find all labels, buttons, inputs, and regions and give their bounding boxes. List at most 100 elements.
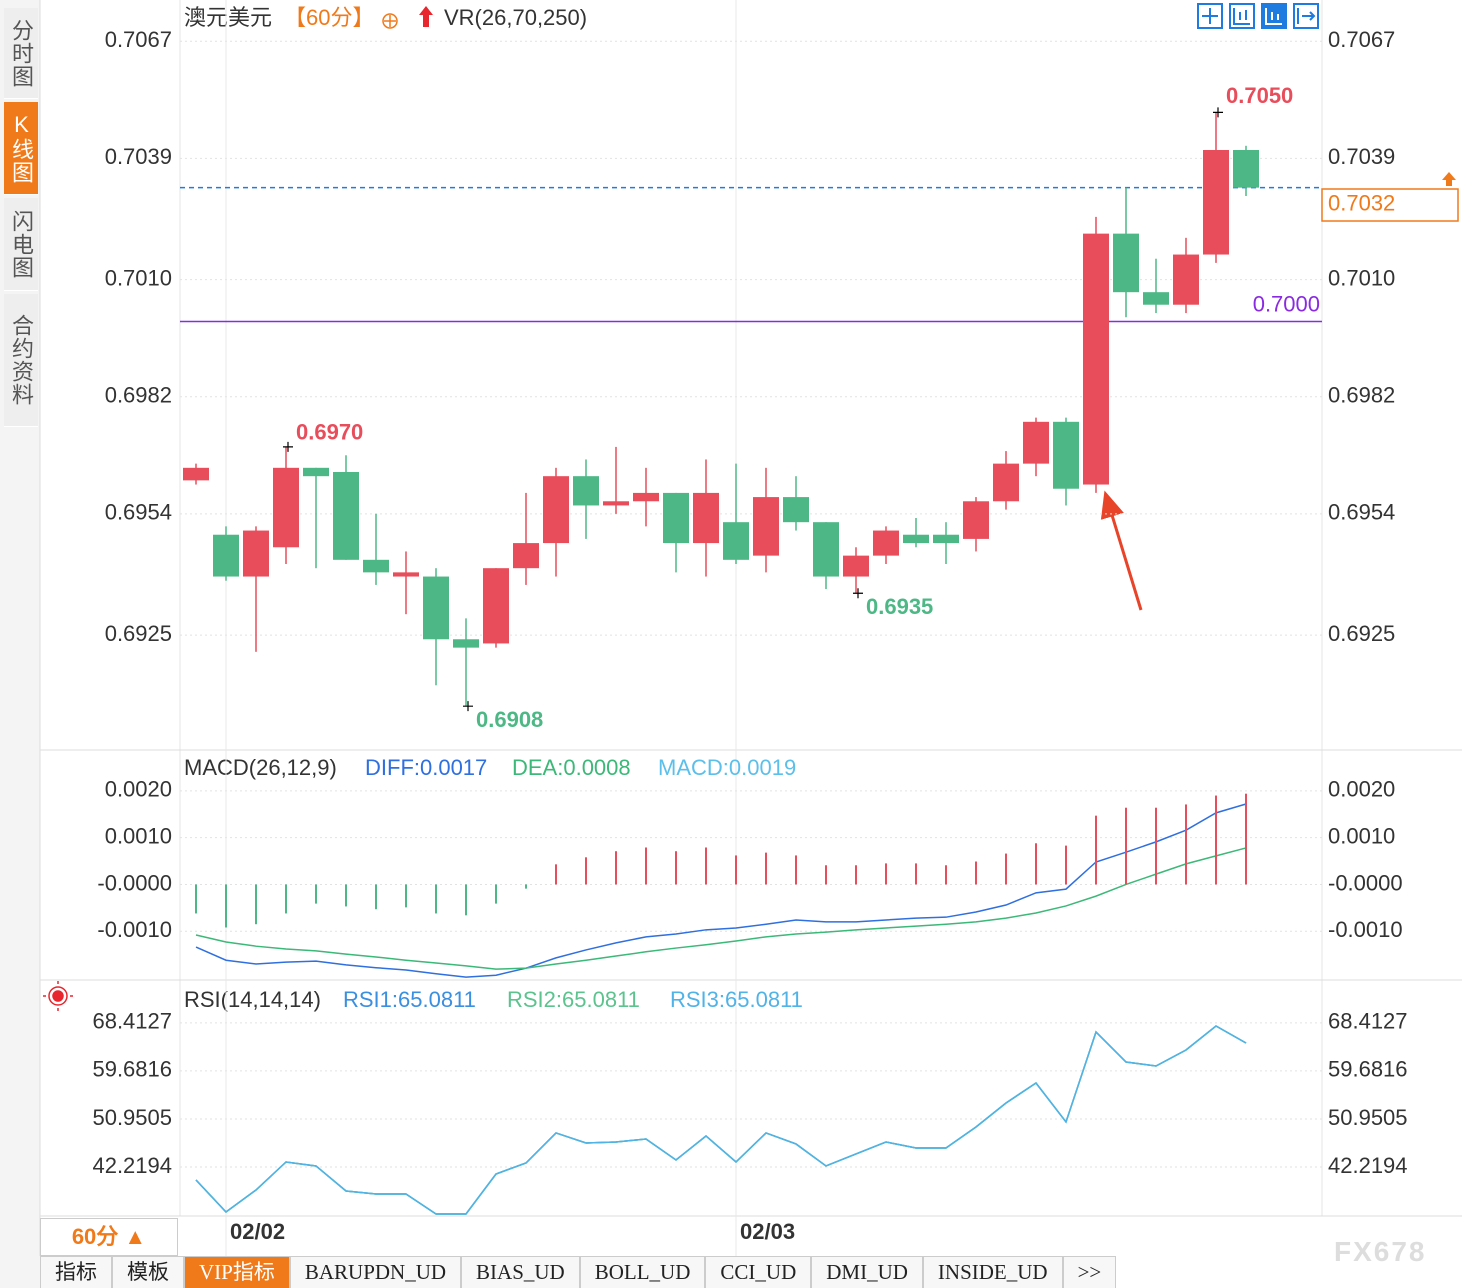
annotation: 0.7050: [1226, 83, 1293, 108]
candle-body: [693, 492, 719, 544]
icon: [382, 13, 398, 29]
candle-body: [573, 476, 599, 506]
candle-body: [843, 555, 869, 577]
annotation: 0.6935: [866, 594, 933, 619]
legend-entry: RSI1:65.0811: [343, 987, 476, 1012]
candle-body: [993, 463, 1019, 502]
y-tick-label-right: 0.7039: [1328, 144, 1395, 169]
panel-title: RSI(14,14,14): [184, 987, 321, 1012]
indicator: VR(26,70,250): [444, 5, 587, 30]
y-tick-label: 0.7067: [105, 27, 172, 52]
y-tick-label: 0.0010: [105, 823, 172, 848]
y-tick-label: -0.0010: [97, 917, 172, 942]
annotation-marker: [283, 441, 293, 452]
candle-body: [1233, 150, 1259, 188]
rsi-icon: [43, 981, 73, 1011]
icon: [52, 990, 64, 1002]
y-tick-label-right: 59.6816: [1328, 1057, 1408, 1082]
y-tick-label-right: 0.6925: [1328, 621, 1395, 646]
chart-title: 澳元美元: [184, 5, 272, 30]
sidebar-tab[interactable]: 合约资料: [4, 294, 38, 427]
y-tick-label: -0.0000: [97, 870, 172, 895]
y-tick-label: 0.6954: [105, 500, 172, 525]
tab[interactable]: BOLL_UD: [579, 1256, 706, 1288]
sidebar-tab[interactable]: 闪电图: [4, 198, 38, 291]
candle-body: [663, 492, 689, 544]
vr-icon: [419, 6, 433, 27]
y-tick-label-right: 50.9505: [1328, 1105, 1408, 1130]
y-tick-label-right: 0.0020: [1328, 777, 1395, 802]
panel-title: MACD(26,12,9): [184, 755, 337, 780]
toolbar-icons[interactable]: [1197, 3, 1319, 29]
y-tick-label: 0.6982: [105, 383, 172, 408]
legend-entry: MACD:0.0019: [658, 755, 796, 780]
icon: [1202, 8, 1218, 24]
sidebar-tab[interactable]: 分时图: [4, 8, 38, 99]
candle-body: [303, 467, 329, 477]
y-tick-label-right: -0.0000: [1328, 870, 1403, 895]
price-box: [1321, 188, 1459, 222]
y-tick-label-right: 0.6982: [1328, 383, 1395, 408]
candle-body: [423, 576, 449, 640]
candle-body: [513, 543, 539, 569]
icon-button[interactable]: [1293, 3, 1319, 29]
y-tick-label: 59.6816: [92, 1057, 172, 1082]
bottom-tabs: 指标 模板 VIP指标 BARUPDN_UD BIAS_UD BOLL_UD CCI_UD D…: [40, 1256, 1117, 1288]
tab[interactable]: 模板: [112, 1256, 184, 1288]
icon: [48, 986, 68, 1006]
price-label: 0.7000: [1253, 291, 1320, 316]
candle-body: [243, 530, 269, 577]
period-selector[interactable]: 60分 ▲: [40, 1218, 178, 1256]
legend-entry: DEA:0.0008: [512, 755, 631, 780]
candle-body: [1083, 233, 1109, 485]
icon: [1297, 8, 1316, 24]
candle-body: [543, 476, 569, 544]
annotation: 0.6908: [476, 707, 543, 732]
legend-entry: RSI2:65.0811: [507, 987, 640, 1012]
tab[interactable]: CCI_UD: [705, 1256, 812, 1288]
tab[interactable]: 指标: [40, 1256, 112, 1288]
tab[interactable]: >>: [1062, 1256, 1117, 1288]
x-tick-label: 02/03: [740, 1219, 795, 1244]
y-tick-label-right: 0.0010: [1328, 823, 1395, 848]
candle-body: [183, 467, 209, 481]
y-tick-label: 68.4127: [92, 1009, 172, 1034]
x-tick-label: 02/02: [230, 1219, 285, 1244]
legend-entry: RSI3:65.0811: [670, 987, 803, 1012]
y-tick-label: 0.7039: [105, 144, 172, 169]
candle-body: [903, 534, 929, 544]
candle-body: [753, 497, 779, 556]
y-tick-label: 0.6925: [105, 621, 172, 646]
candle-body: [453, 639, 479, 648]
y-tick-label-right: 0.7010: [1328, 265, 1395, 290]
tab[interactable]: BIAS_UD: [461, 1256, 580, 1288]
y-tick-label: 50.9505: [92, 1105, 172, 1130]
sidebar-tab[interactable]: K线图: [4, 102, 38, 195]
price-label: 0.7032: [1328, 190, 1395, 215]
series-line: [195, 847, 1247, 970]
tab[interactable]: DMI_UD: [811, 1256, 923, 1288]
candle-body: [1023, 421, 1049, 464]
candle-body: [723, 522, 749, 560]
y-tick-label: 0.0020: [105, 777, 172, 802]
annotation-marker: [853, 588, 863, 599]
candle-body: [963, 501, 989, 539]
annotation-marker: [1213, 107, 1223, 118]
candle-body: [393, 572, 419, 577]
tab[interactable]: VIP指标: [184, 1256, 290, 1288]
annotation: 0.6970: [296, 420, 363, 445]
candle-body: [873, 530, 899, 556]
candle-body: [333, 472, 359, 560]
candle-body: [603, 501, 629, 506]
icon: [1233, 8, 1250, 25]
annotation-marker: [463, 701, 473, 712]
watermark: FX678: [1334, 1236, 1427, 1267]
chart-subtitle: 【60分】: [284, 5, 374, 30]
candle-body: [633, 492, 659, 502]
icon-button[interactable]: [1197, 3, 1223, 29]
tab[interactable]: BARUPDN_UD: [289, 1256, 462, 1288]
y-tick-label-right: 42.2194: [1328, 1153, 1408, 1178]
icon-button[interactable]: [1229, 3, 1255, 29]
tab[interactable]: INSIDE_UD: [922, 1256, 1063, 1288]
